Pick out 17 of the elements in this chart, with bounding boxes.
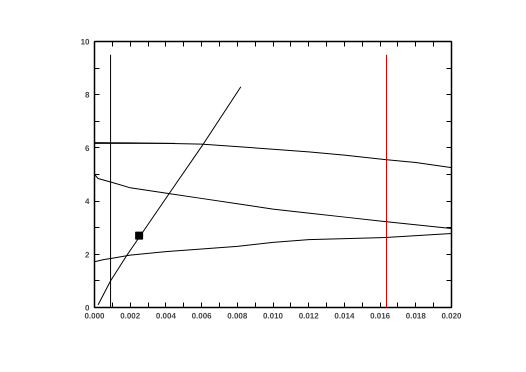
x-tick-label: 0.006 (192, 312, 212, 320)
y-tick-label: 8 (85, 90, 90, 100)
y-tick-label: 2 (85, 250, 90, 260)
x-tick-label: 0.004 (156, 312, 176, 320)
x-tick-label: 0.008 (227, 312, 248, 320)
y-tick-label: 0 (85, 304, 90, 312)
x-tick-label: 0.002 (120, 312, 141, 320)
y-tick-label: 4 (85, 197, 90, 206)
x-tick-label: 0.010 (262, 312, 284, 320)
x-tick-label: 0.016 (370, 312, 391, 320)
y-tick-label: 10 (80, 38, 90, 46)
x-tick-label: 0.000 (84, 312, 106, 320)
x-tick-label: 0.020 (441, 312, 462, 320)
y-tick-label: 6 (85, 144, 90, 153)
x-tick-label: 0.018 (406, 312, 426, 320)
x-tick-label: 0.012 (298, 312, 320, 320)
x-tick-label: 0.014 (334, 312, 355, 320)
